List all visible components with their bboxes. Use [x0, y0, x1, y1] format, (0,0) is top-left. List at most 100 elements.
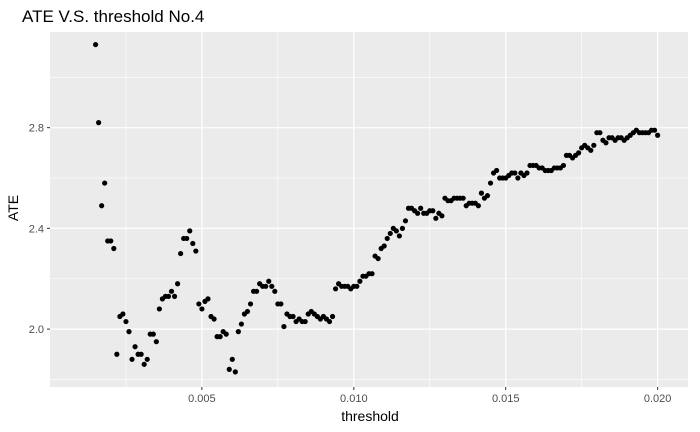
data-point — [141, 361, 147, 367]
data-point — [175, 281, 181, 287]
data-point — [102, 180, 108, 186]
y-axis-title: ATE — [5, 195, 21, 221]
data-point — [217, 334, 223, 340]
y-tick-label: 2.0 — [29, 324, 44, 336]
x-tick-label: 0.015 — [492, 393, 520, 405]
data-point — [132, 344, 138, 350]
data-point — [190, 240, 196, 247]
data-point — [354, 283, 360, 289]
data-point — [603, 140, 609, 146]
data-point — [199, 306, 205, 312]
x-tick-label: 0.020 — [644, 393, 672, 405]
data-point — [165, 293, 172, 299]
data-point — [153, 339, 159, 345]
data-point — [487, 180, 494, 186]
data-point — [402, 218, 409, 224]
data-point — [290, 313, 296, 320]
data-point — [384, 235, 390, 242]
x-axis-title: threshold — [341, 408, 399, 424]
data-point — [244, 308, 251, 315]
data-point — [326, 318, 333, 325]
data-point — [597, 130, 603, 136]
data-point — [281, 323, 287, 330]
data-point — [223, 331, 229, 337]
data-point — [92, 41, 99, 48]
data-point — [111, 245, 117, 252]
data-point — [278, 301, 284, 307]
data-point — [238, 321, 244, 327]
data-point — [655, 132, 661, 138]
data-point — [269, 283, 275, 289]
data-point — [524, 170, 530, 176]
data-point — [475, 203, 481, 209]
x-tick-label: 0.005 — [188, 393, 216, 405]
data-points — [92, 41, 661, 375]
data-point — [387, 230, 393, 237]
data-point — [126, 329, 132, 335]
data-point — [433, 215, 439, 221]
data-point — [150, 331, 156, 337]
data-point — [108, 238, 114, 244]
data-point — [560, 162, 567, 169]
data-point — [591, 142, 597, 148]
data-point — [235, 329, 241, 335]
data-point — [332, 286, 339, 292]
x-axis-ticks: 0.005 0.010 0.015 0.020 — [188, 387, 671, 405]
data-point — [96, 120, 102, 126]
data-point — [156, 306, 162, 312]
data-point — [114, 351, 120, 357]
y-tick-label: 2.8 — [29, 123, 44, 135]
data-point — [253, 288, 260, 294]
data-point — [302, 318, 308, 325]
data-point — [266, 278, 272, 284]
data-point — [129, 356, 135, 362]
data-point — [418, 205, 424, 211]
data-point — [211, 316, 217, 322]
plot-panel — [50, 32, 688, 387]
major-gridlines — [50, 32, 688, 387]
data-point — [494, 167, 500, 174]
data-point — [229, 356, 235, 362]
data-point — [415, 210, 421, 216]
data-point — [357, 278, 363, 284]
data-point — [651, 127, 658, 133]
data-point — [205, 296, 211, 302]
data-point — [171, 293, 178, 299]
data-point — [196, 301, 202, 307]
data-point — [399, 225, 406, 231]
data-point — [478, 190, 485, 196]
data-point — [120, 311, 126, 317]
data-point — [263, 283, 269, 289]
data-point — [515, 175, 521, 181]
data-point — [396, 233, 402, 239]
data-point — [588, 147, 594, 153]
data-point — [381, 243, 387, 249]
data-point — [439, 213, 445, 219]
data-point — [247, 301, 254, 307]
data-point — [576, 150, 582, 156]
x-tick-label: 0.010 — [340, 393, 368, 405]
data-point — [187, 228, 193, 234]
data-point — [484, 193, 491, 199]
data-point — [430, 208, 436, 214]
data-point — [393, 228, 399, 234]
y-axis-ticks: 2.0 2.4 2.8 — [29, 123, 50, 336]
data-point — [193, 248, 199, 254]
data-point — [232, 369, 238, 375]
minor-gridlines — [50, 32, 688, 387]
data-point — [168, 288, 175, 294]
data-point — [138, 351, 144, 357]
data-point — [329, 313, 336, 320]
data-point — [184, 235, 190, 242]
data-point — [375, 255, 381, 262]
y-tick-label: 2.4 — [29, 223, 44, 235]
data-point — [512, 170, 518, 176]
data-point — [272, 288, 278, 294]
data-point — [144, 356, 150, 362]
chart-title: ATE V.S. threshold No.4 — [22, 7, 204, 26]
data-point — [369, 271, 375, 277]
data-point — [226, 366, 232, 372]
data-point — [460, 195, 466, 201]
